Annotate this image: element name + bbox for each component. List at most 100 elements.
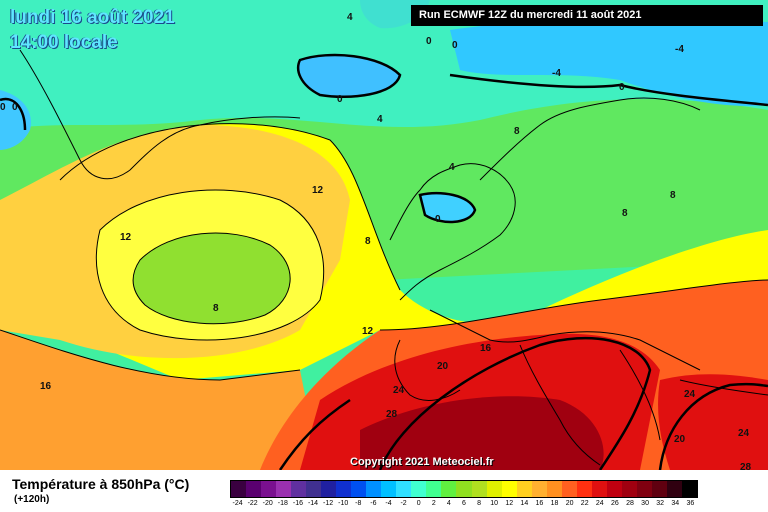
contour-label: 0 [619, 82, 625, 93]
color-swatch [591, 481, 607, 497]
scale-tick-label: 8 [477, 500, 481, 507]
contour-label: 8 [365, 236, 371, 247]
color-swatch [471, 481, 487, 497]
scale-tick-label: 32 [656, 500, 665, 507]
color-swatch [606, 481, 622, 497]
temperature-map: 4 0 0 0 0 0 -4 -4 0 4 8 4 0 8 8 12 12 8 … [0, 0, 768, 470]
model-run-label: Run ECMWF 12Z du mercredi 11 août 2021 [411, 5, 763, 26]
contour-label: 0 [0, 102, 6, 113]
contour-label: 28 [386, 409, 398, 420]
scale-tick-label: -22 [247, 500, 258, 507]
contour-label: 8 [514, 126, 520, 137]
scale-tick-label: -16 [292, 500, 303, 507]
color-swatch [351, 481, 367, 497]
scale-tick-label: 24 [595, 500, 604, 507]
color-swatch [621, 481, 637, 497]
contour-label: 24 [684, 389, 696, 400]
contour-label: 4 [347, 12, 353, 23]
contour-label: 0 [12, 102, 18, 113]
coastlines [19, 49, 768, 466]
contour-label: 8 [622, 208, 628, 219]
copyright-notice: Copyright 2021 Meteociel.fr [350, 456, 494, 468]
scale-tick-label: 12 [505, 500, 514, 507]
scale-tick-label: -10 [338, 500, 349, 507]
color-swatch [306, 481, 322, 497]
scale-tick-label: 2 [431, 500, 436, 507]
scale-tick-label: -12 [323, 500, 334, 507]
scale-tick-label: 36 [686, 500, 695, 507]
zone-cold-greenland [0, 90, 31, 150]
color-swatch [291, 481, 307, 497]
legend-subtitle: (+120h) [14, 494, 50, 505]
contour-label: 4 [449, 162, 455, 173]
scale-tick-label: 0 [416, 500, 421, 507]
scale-tick-label: 22 [580, 500, 589, 507]
color-swatch [396, 481, 412, 497]
contour-label: -4 [675, 44, 684, 55]
scale-tick-label: 34 [671, 500, 680, 507]
contour-label: 12 [312, 185, 324, 196]
color-swatch [486, 481, 502, 497]
contour-label: 8 [213, 303, 219, 314]
color-swatch [276, 481, 292, 497]
color-swatch [261, 481, 277, 497]
color-swatch [546, 481, 562, 497]
contour-label: 16 [40, 381, 52, 392]
contour-label: -4 [552, 68, 561, 79]
color-swatch [381, 481, 397, 497]
zone-green-atlantic [133, 233, 291, 324]
scale-tick-label: 4 [446, 500, 451, 507]
color-swatch [411, 481, 427, 497]
zone-cold-north-east [450, 18, 768, 106]
zone-cold-iceland [298, 55, 400, 97]
zone-orange-southwest [0, 330, 320, 470]
color-swatch [531, 481, 547, 497]
contour-label: 0 [426, 36, 432, 47]
contour-label: 0 [452, 40, 458, 51]
contour-label: 28 [740, 462, 752, 470]
contour-label: 0 [435, 214, 441, 225]
color-swatch [636, 481, 652, 497]
scale-tick-label: -2 [400, 500, 407, 507]
color-swatch [651, 481, 667, 497]
scale-tick-label: 26 [610, 500, 619, 507]
contour-label: 0 [337, 94, 343, 105]
color-swatch [576, 481, 592, 497]
color-swatch [231, 481, 247, 497]
color-swatch [561, 481, 577, 497]
legend-bar: Température à 850hPa (°C) (+120h) -2 4 -22… [0, 470, 768, 512]
color-swatch [681, 481, 697, 497]
scale-tick-label: 16 [535, 500, 544, 507]
scale-tick-label: -20 [262, 500, 273, 507]
color-swatch [501, 481, 517, 497]
color-swatch [666, 481, 682, 497]
scale-tick-label: -18 [277, 500, 288, 507]
forecast-time: 14:00 locale [10, 32, 118, 53]
legend-title: Température à 850hPa (°C) [12, 476, 190, 492]
scale-tick-label: 18 [550, 500, 559, 507]
scale-tick-label: 14 [520, 500, 529, 507]
scale-tick-label: -4 [385, 500, 392, 507]
color-swatch [246, 481, 262, 497]
color-swatch [441, 481, 457, 497]
major-isotherms [0, 53, 768, 470]
forecast-date: lundi 16 août 2021 [10, 7, 175, 28]
contour-label: 24 [738, 428, 750, 439]
color-scale-swatches [230, 480, 698, 498]
scale-tick-label: -6 [370, 500, 377, 507]
contour-label: 20 [674, 434, 686, 445]
scale-tick-label: -14 [307, 500, 319, 507]
contour-label: 4 [377, 114, 383, 125]
scale-tick-label: 10 [490, 500, 499, 507]
color-scale-ticks: -24 -22 -20 -18 -16 -14 -12 -10 -8 -6 -4 -2 0 2 4 6 8 10 1… [230, 498, 698, 510]
contour-label: 8 [670, 190, 676, 201]
scale-tick-label: 30 [641, 500, 649, 507]
color-swatch [336, 481, 352, 497]
zone-cold-north-sea [420, 193, 475, 222]
contour-label: 12 [120, 232, 132, 243]
contour-label: 20 [437, 361, 449, 372]
contour-label: 24 [393, 385, 405, 396]
minor-isotherms [0, 123, 768, 381]
color-swatch [456, 481, 472, 497]
